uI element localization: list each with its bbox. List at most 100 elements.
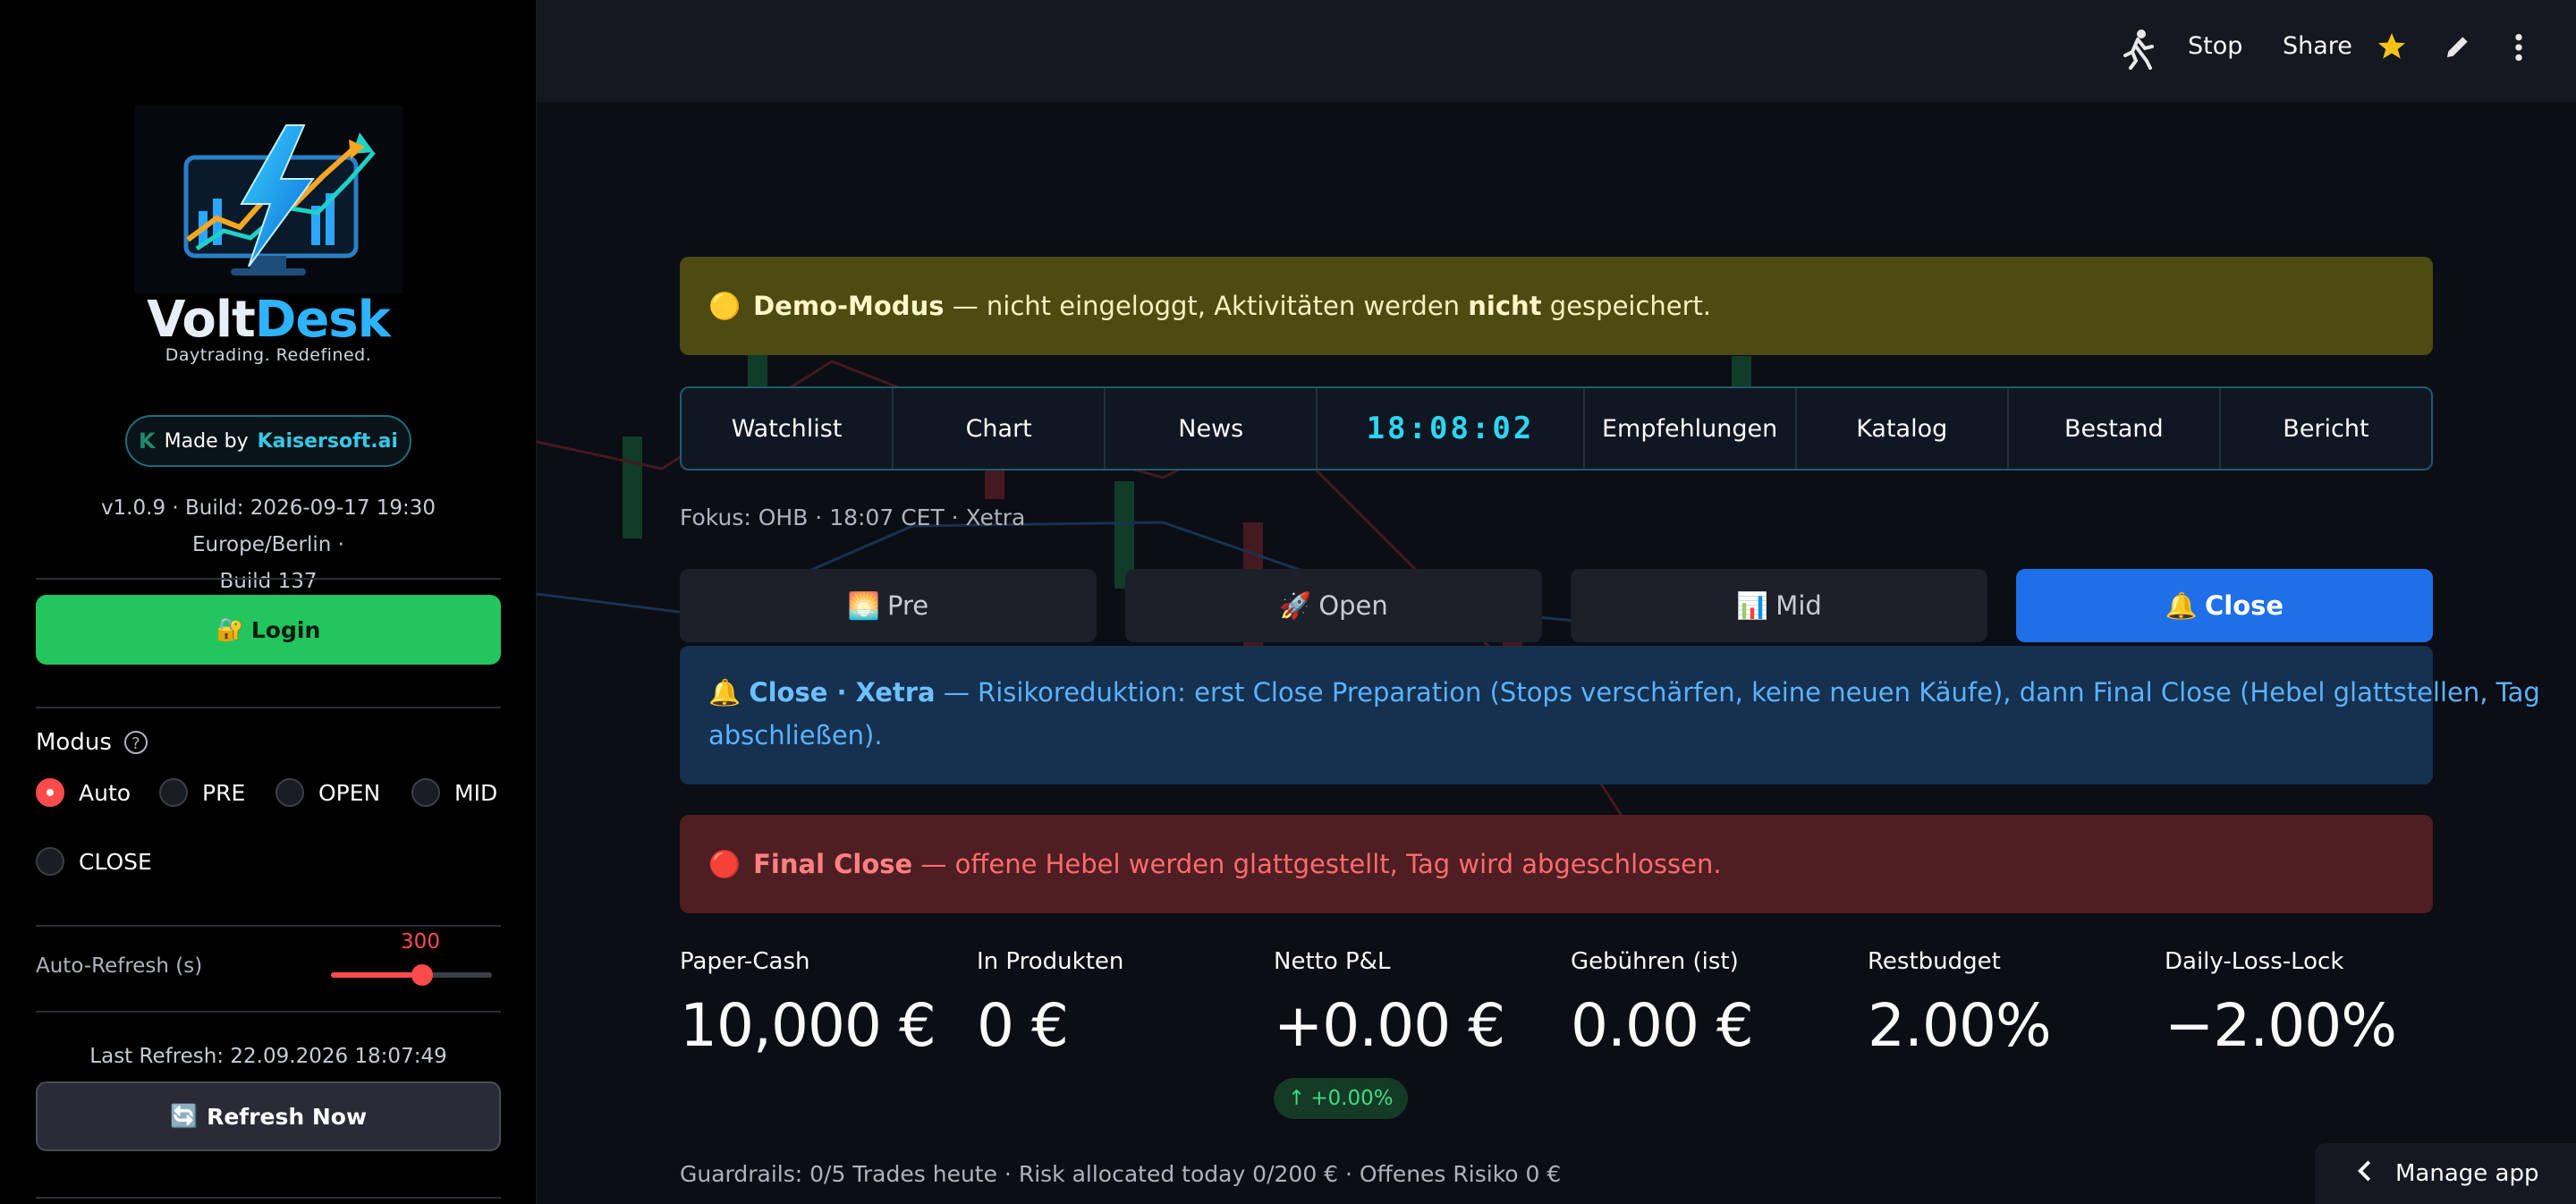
demo-banner-text-1: — nicht eingeloggt, Aktivitäten werden (944, 291, 1469, 321)
stop-button[interactable]: Stop (2188, 32, 2243, 60)
monitor-bolt-icon (134, 106, 402, 293)
main-nav: Watchlist Chart News 18:08:02 Empfehlung… (680, 386, 2433, 471)
info-line-2: abschließen). (708, 720, 883, 750)
demo-banner-bold-2: nicht (1468, 291, 1542, 321)
last-refresh-text: Last Refresh: 22.09.2026 18:07:49 (89, 1045, 447, 1068)
focus-line: Fokus: OHB · 18:07 CET · Xetra (680, 504, 1026, 530)
nav-news[interactable]: News (1106, 388, 1318, 469)
phase-label: Close (2205, 590, 2284, 621)
metric-label: Paper-Cash (680, 948, 810, 975)
metric-value: −2.00% (2165, 991, 2397, 1060)
radio-dot (275, 778, 304, 807)
metric-value: +0.00 € (1274, 991, 1505, 1060)
phase-open-button[interactable]: 🚀 Open (1125, 569, 1542, 642)
version-line-2: Build 137 (219, 570, 318, 593)
phase-pre-button[interactable]: 🌅 Pre (680, 569, 1097, 642)
lock-key-icon: 🔐 (216, 616, 244, 642)
radio-label: CLOSE (79, 848, 152, 875)
metric-netto-pnl: Netto P&L +0.00 € (1274, 948, 1505, 1060)
running-man-icon (2120, 29, 2156, 70)
info-line-1: 🔔 Close · Xetra — Risikoreduktion: erst … (708, 671, 2540, 714)
modus-label-text: Modus (36, 729, 112, 756)
final-banner-rest: — offene Hebel werden glattgestellt, Tag… (912, 849, 1722, 879)
help-icon[interactable]: ? (123, 731, 148, 754)
radio-dot (411, 778, 440, 807)
yellow-circle-icon: 🟡 (708, 290, 741, 321)
sunrise-icon: 🌅 (847, 589, 880, 621)
app-header (537, 0, 2576, 102)
radio-open[interactable]: OPEN (275, 778, 380, 807)
radio-mid[interactable]: MID (411, 778, 497, 807)
metric-in-produkten: In Produkten 0 € (977, 948, 1123, 1060)
nav-empfehlungen[interactable]: Empfehlungen (1585, 388, 1797, 469)
kebab-menu-icon[interactable] (2512, 32, 2526, 63)
auto-refresh-slider-thumb[interactable] (411, 964, 433, 986)
metric-value: 0 € (977, 991, 1069, 1060)
star-icon[interactable] (2376, 30, 2408, 63)
nav-katalog[interactable]: Katalog (1797, 388, 2009, 469)
pencil-icon[interactable] (2444, 32, 2472, 61)
metric-label: Gebühren (ist) (1571, 948, 1739, 975)
clock-display: 18:08:02 (1318, 388, 1585, 469)
radio-label: OPEN (318, 779, 381, 806)
phase-label: Mid (1775, 590, 1822, 621)
radio-dot (36, 847, 64, 876)
auto-refresh-label: Auto-Refresh (s) (36, 954, 203, 978)
nav-bericht[interactable]: Bericht (2283, 414, 2369, 443)
demo-banner-text: Demo-Modus — nicht eingeloggt, Aktivität… (753, 291, 1711, 321)
sidebar-divider (36, 578, 501, 580)
refresh-now-button[interactable]: 🔄 Refresh Now (36, 1081, 501, 1151)
brand-name: VoltDesk (0, 291, 537, 349)
made-by-company: Kaisersoft.ai (257, 429, 398, 453)
rocket-icon: 🚀 (1279, 589, 1312, 621)
nav-chart[interactable]: Chart (894, 388, 1106, 469)
phase-mid-button[interactable]: 📊 Mid (1571, 569, 1987, 642)
radio-label: Auto (79, 779, 131, 806)
phase-label: Open (1318, 590, 1388, 621)
manage-app-label: Manage app (2395, 1160, 2539, 1187)
chevron-left-icon (2356, 1159, 2372, 1189)
sidebar-divider (36, 1197, 501, 1199)
auto-refresh-value: 300 (401, 930, 440, 954)
metric-label: Netto P&L (1274, 948, 1391, 975)
radio-dot-selected (36, 778, 64, 807)
final-banner-bold: Final Close (753, 849, 913, 879)
pnl-delta-value: +0.00% (1310, 1087, 1394, 1110)
refresh-icon: 🔄 (169, 1103, 199, 1129)
brand-tagline: Daytrading. Redefined. (165, 345, 372, 365)
sidebar-divider (36, 707, 501, 708)
phase-close-button[interactable]: 🔔 Close (2016, 569, 2433, 642)
brand-name-part2: Desk (254, 291, 391, 349)
manage-app-button[interactable]: Manage app (2315, 1143, 2576, 1204)
metric-label: Daily-Loss-Lock (2165, 948, 2344, 975)
share-button[interactable]: Share (2283, 32, 2352, 60)
metric-value: 0.00 € (1571, 991, 1754, 1060)
login-button[interactable]: 🔐 Login (36, 595, 501, 665)
phase-label: Pre (887, 590, 929, 621)
metric-label: In Produkten (977, 948, 1124, 975)
radio-auto[interactable]: Auto (36, 778, 131, 807)
red-circle-icon: 🔴 (708, 848, 741, 879)
radio-close[interactable]: CLOSE (36, 847, 152, 876)
sidebar-divider (36, 925, 501, 927)
nav-watchlist[interactable]: Watchlist (682, 388, 894, 469)
metric-value: 2.00% (1868, 991, 2052, 1060)
sidebar-divider (36, 1011, 501, 1013)
nav-bestand[interactable]: Bestand (2009, 388, 2221, 469)
bar-chart-icon: 📊 (1736, 589, 1769, 621)
version-info: v1.0.9 · Build: 2026-09-17 19:30 Europe/… (36, 490, 501, 600)
demo-banner-text-2: gespeichert. (1541, 291, 1712, 321)
version-line-1: v1.0.9 · Build: 2026-09-17 19:30 Europe/… (100, 496, 436, 556)
made-by-badge[interactable]: K Made by Kaisersoft.ai (125, 415, 411, 467)
auto-refresh-slider-fill (331, 972, 422, 978)
metric-daily-loss-lock: Daily-Loss-Lock −2.00% (2165, 948, 2397, 1060)
metric-value: 10,000 € (680, 991, 936, 1060)
guardrails-text: Guardrails: 0/5 Trades heute · Risk allo… (680, 1161, 1562, 1187)
arrow-up-icon: ↑ (1288, 1087, 1306, 1110)
pnl-delta-badge: ↑ +0.00% (1274, 1078, 1408, 1119)
k-logo-icon: K (139, 428, 156, 454)
bell-icon: 🔔 (2165, 589, 2199, 621)
radio-dot (159, 778, 188, 807)
radio-label: MID (454, 779, 498, 806)
radio-pre[interactable]: PRE (159, 778, 245, 807)
